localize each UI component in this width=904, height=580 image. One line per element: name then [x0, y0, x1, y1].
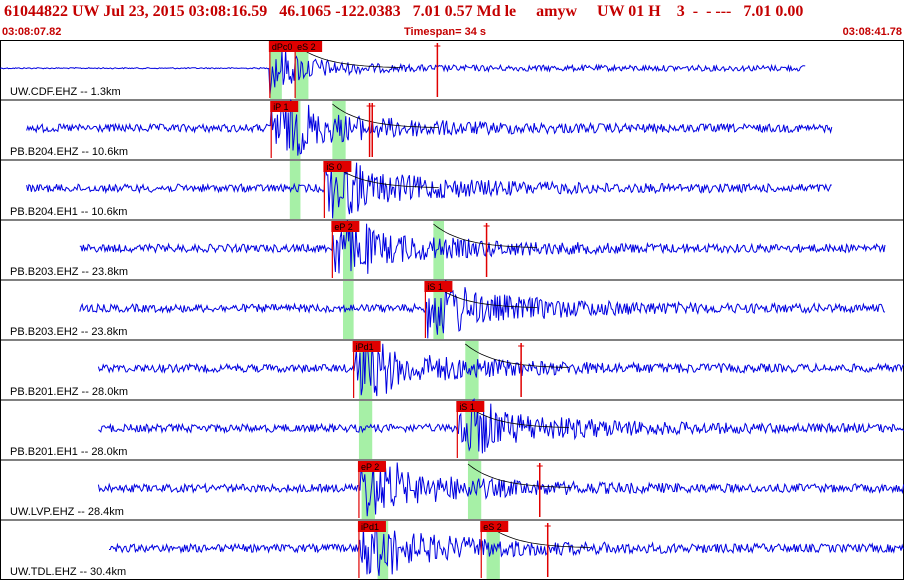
- pick-label: eS 2: [483, 522, 502, 532]
- pick-label: iPd1: [361, 522, 379, 532]
- pick-label: iP 1: [273, 102, 288, 112]
- coda-curve: [467, 463, 572, 488]
- waveform-trace: [26, 162, 832, 219]
- shaded-window: [332, 161, 346, 219]
- pick-label: iS 1: [459, 402, 475, 412]
- pick-label: iS 1: [427, 282, 443, 292]
- coda-curve: [433, 283, 538, 308]
- waveform-trace: [97, 342, 904, 397]
- coda-curve: [465, 403, 570, 428]
- shaded-window: [342, 221, 354, 279]
- pick-label-box: [323, 161, 352, 172]
- pick-label: eP 2: [361, 462, 379, 472]
- pick-label-box: [270, 101, 299, 112]
- channel-1: iP 1 PB.B204.EHZ -- 10.6km: [0, 98, 904, 159]
- pick-label-box: [352, 341, 381, 352]
- channel-label: UW.LVP.EHZ -- 28.4km: [10, 506, 124, 518]
- pick-label-box: [456, 401, 485, 412]
- coda-curve: [433, 223, 538, 248]
- waveform-trace: [0, 49, 806, 95]
- pick-label-box: [357, 521, 386, 532]
- coda-curve: [486, 523, 591, 548]
- pick-label: dPc0: [272, 42, 293, 52]
- shaded-window: [342, 281, 354, 339]
- waveform-trace: [109, 522, 904, 576]
- plot-frame: [0, 40, 904, 580]
- pick-label-box: [357, 461, 386, 472]
- channel-5: iPd1 PB.B201.EHZ -- 28.0km: [0, 339, 904, 399]
- shaded-window: [358, 401, 373, 459]
- channel-8: iPd1 eS 2 UW.TDL.EHZ -- 30.4km: [0, 519, 904, 579]
- pick-label: iS 0: [326, 162, 342, 172]
- channel-label: PB.B201.EHZ -- 28.0km: [10, 386, 128, 398]
- seismogram-plot: dPc0 eS 2 UW.CDF.EHZ -- 1.3km iP 1 PB.B204.E…: [0, 40, 904, 580]
- pick-label-box: [424, 281, 453, 292]
- channel-label: PB.B203.EHZ -- 23.8km: [10, 266, 128, 278]
- channel-label: UW.TDL.EHZ -- 30.4km: [10, 566, 126, 578]
- pick-label-box: [294, 41, 323, 52]
- channel-4: iS 1 PB.B203.EH2 -- 23.8km: [0, 279, 904, 339]
- pick-label-box: [268, 41, 297, 52]
- waveform-trace: [98, 397, 904, 454]
- pick-label-box: [331, 221, 360, 232]
- start-time: 03:08:07.82: [2, 26, 62, 38]
- shaded-window: [465, 341, 479, 399]
- channel-label: PB.B204.EHZ -- 10.6km: [10, 146, 128, 158]
- event-header: 61044822 UW Jul 23, 2015 03:08:16.59 46.…: [4, 3, 804, 20]
- waveform-trace: [79, 220, 886, 274]
- coda-curve: [332, 103, 439, 128]
- channel-6: iS 1 PB.B201.EH1 -- 28.0km: [0, 397, 904, 459]
- channel-label: PB.B204.EH1 -- 10.6km: [10, 206, 127, 218]
- shaded-window: [295, 41, 309, 99]
- coda-curve: [332, 163, 439, 188]
- channel-label: PB.B203.EH2 -- 23.8km: [10, 326, 127, 338]
- shaded-window: [433, 221, 445, 279]
- channel-0: dPc0 eS 2 UW.CDF.EHZ -- 1.3km: [0, 41, 806, 99]
- channel-7: eP 2 UW.LVP.EHZ -- 28.4km: [0, 459, 904, 519]
- pick-label: iPd1: [356, 342, 374, 352]
- pick-label: eP 2: [334, 222, 352, 232]
- pick-label-box: [480, 521, 509, 532]
- waveform-trace: [26, 98, 833, 156]
- channel-label: PB.B201.EH1 -- 28.0km: [10, 446, 127, 458]
- waveform-trace: [79, 280, 886, 339]
- coda-curve: [294, 43, 402, 68]
- channel-2: iS 0 PB.B204.EH1 -- 10.6km: [0, 159, 904, 219]
- waveform-trace: [97, 462, 904, 517]
- pick-label: eS 2: [297, 42, 316, 52]
- timespan-label: Timespan= 34 s: [404, 26, 487, 38]
- channel-3: eP 2 PB.B203.EHZ -- 23.8km: [0, 219, 904, 279]
- coda-curve: [465, 343, 570, 368]
- channel-label: UW.CDF.EHZ -- 1.3km: [10, 86, 121, 98]
- end-time: 03:08:41.78: [842, 26, 902, 38]
- shaded-window: [289, 161, 301, 219]
